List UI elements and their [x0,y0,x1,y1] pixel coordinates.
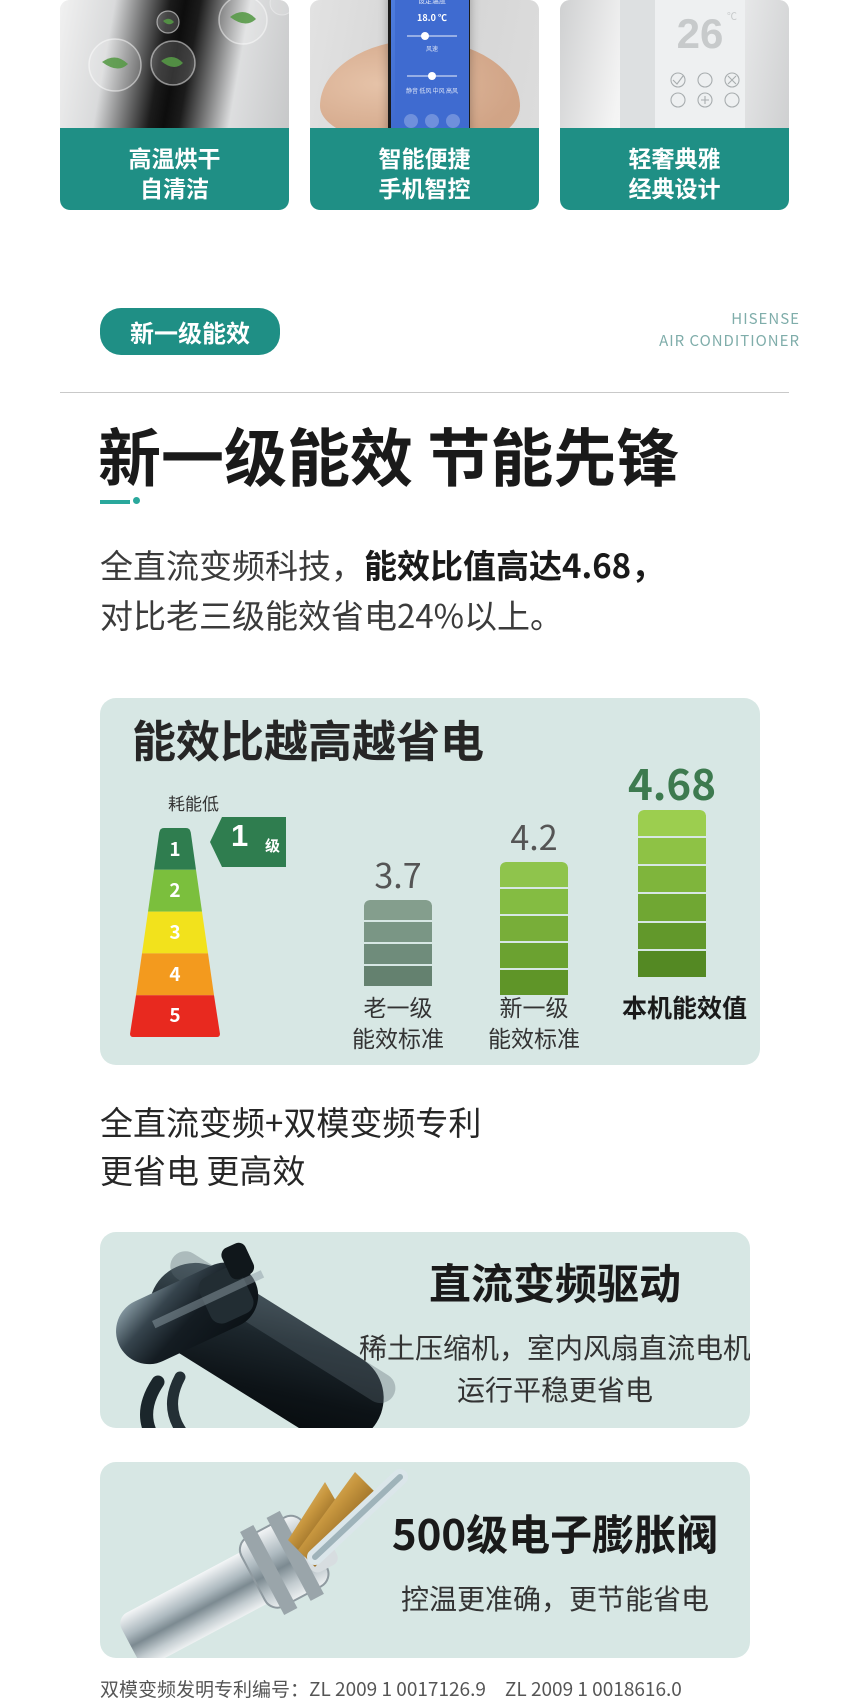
svg-text:18.0 ℃: 18.0 ℃ [417,11,447,24]
svg-text:静音 低风 中风 高风: 静音 低风 中风 高风 [406,86,458,95]
svg-text:设定温度: 设定温度 [418,0,446,6]
svg-text:风速: 风速 [426,44,438,53]
svg-text:℃: ℃ [727,8,737,23]
svg-text:26: 26 [677,10,724,57]
